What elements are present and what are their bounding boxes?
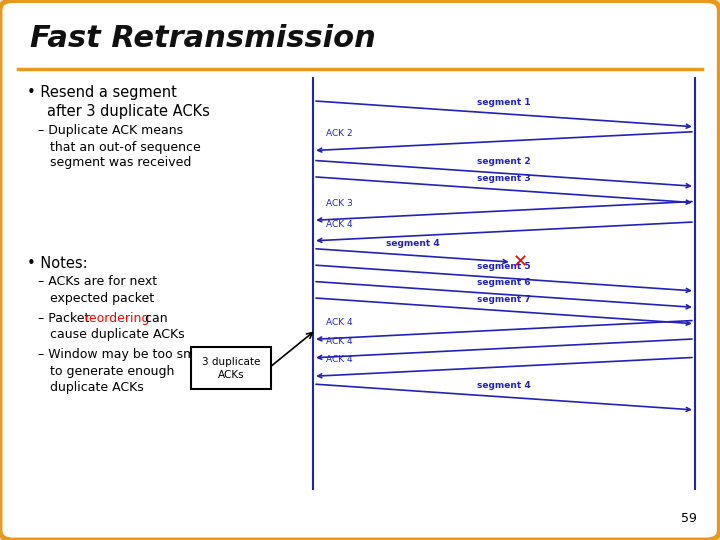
Text: – Duplicate ACK means: – Duplicate ACK means (38, 124, 184, 137)
Text: that an out-of sequence: that an out-of sequence (50, 141, 201, 154)
Text: • Notes:: • Notes: (27, 256, 88, 272)
Text: ✕: ✕ (513, 253, 528, 271)
Text: 3 duplicate
ACKs: 3 duplicate ACKs (202, 357, 260, 380)
Text: – Window may be too small: – Window may be too small (38, 348, 210, 361)
Text: duplicate ACKs: duplicate ACKs (50, 381, 144, 394)
Text: – ACKs are for next: – ACKs are for next (38, 275, 157, 288)
Text: segment 2: segment 2 (477, 157, 531, 166)
Text: after 3 duplicate ACKs: after 3 duplicate ACKs (47, 104, 210, 119)
Text: segment 7: segment 7 (477, 295, 531, 304)
Text: ACK 3: ACK 3 (326, 199, 353, 208)
Text: segment was received: segment was received (50, 156, 192, 168)
Text: ACK 4: ACK 4 (326, 355, 353, 364)
Text: to generate enough: to generate enough (50, 365, 175, 378)
Text: segment 5: segment 5 (477, 262, 531, 271)
Text: can: can (141, 312, 168, 325)
Text: segment 6: segment 6 (477, 279, 531, 287)
Text: segment 4: segment 4 (385, 239, 439, 248)
Text: ACK 4: ACK 4 (326, 318, 353, 327)
Text: Fast Retransmission: Fast Retransmission (30, 24, 376, 53)
Text: segment 4: segment 4 (477, 381, 531, 390)
Text: reordering: reordering (85, 312, 150, 325)
Text: – Packet: – Packet (38, 312, 94, 325)
Text: ACK 4: ACK 4 (326, 220, 353, 228)
Text: ACK 4: ACK 4 (326, 336, 353, 346)
Text: expected packet: expected packet (50, 292, 155, 305)
Text: 59: 59 (681, 512, 697, 525)
FancyBboxPatch shape (191, 347, 271, 389)
Text: segment 1: segment 1 (477, 98, 531, 107)
Text: • Resend a segment: • Resend a segment (27, 85, 177, 100)
Text: ACK 2: ACK 2 (326, 130, 353, 138)
Text: cause duplicate ACKs: cause duplicate ACKs (50, 328, 185, 341)
Text: segment 3: segment 3 (477, 174, 531, 183)
